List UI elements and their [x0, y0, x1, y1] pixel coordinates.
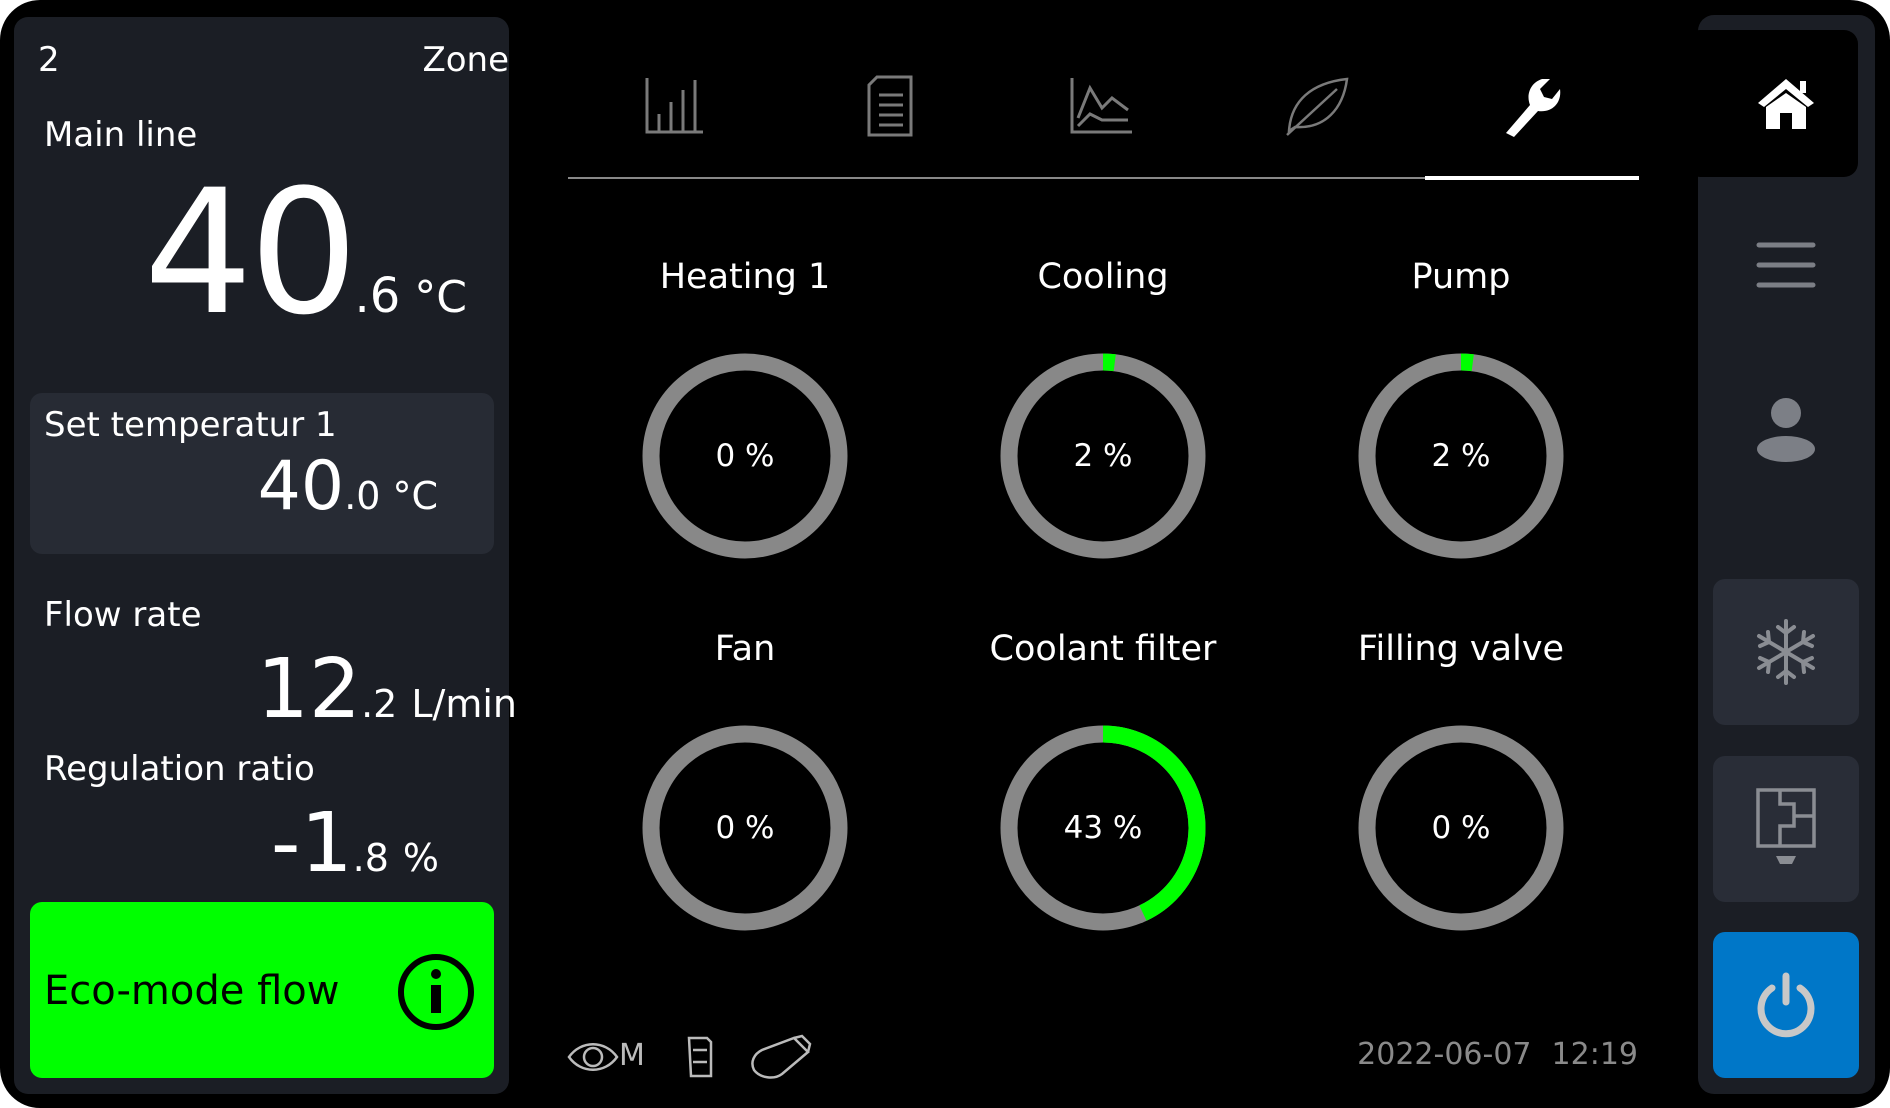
gauge[interactable]: 0 % — [640, 351, 850, 561]
gauge[interactable]: 2 % — [1356, 351, 1566, 561]
eco-mode-label: Eco-mode flow — [44, 968, 340, 1014]
side-rail — [1698, 15, 1875, 1094]
zone-number: 2 — [38, 40, 60, 80]
gauge-track — [642, 725, 848, 931]
main-line-int: 40 — [143, 152, 359, 353]
gauge-value: 0 % — [715, 810, 775, 846]
home-icon — [1758, 78, 1814, 129]
set-temperature-value: 40 .0 °C — [258, 453, 438, 521]
zone-panel: 2 Zone Main line 40 .6 °C Set temperatur… — [14, 17, 517, 1094]
regulation-ratio-dec: .8 — [352, 836, 389, 880]
user-icon — [1757, 398, 1815, 462]
eco-mode-banner[interactable]: Eco-mode flow — [30, 902, 494, 1078]
main-line-unit: °C — [414, 272, 467, 323]
gauge-fill — [1358, 353, 1564, 559]
tab-divider — [568, 177, 1639, 179]
snowflake-icon — [1757, 619, 1815, 685]
eye-icon — [567, 1043, 619, 1071]
main-line-dec: .6 — [354, 268, 401, 324]
document-list-icon — [867, 75, 913, 137]
gauge-track — [642, 353, 848, 559]
gauge-fill — [1000, 353, 1206, 559]
gauge-ring — [642, 353, 848, 559]
set-temperature-button[interactable]: Set temperatur 1 40 .0 °C — [30, 393, 494, 554]
tab-trend[interactable] — [1062, 66, 1142, 146]
gauge-ring — [1000, 353, 1206, 559]
flow-rate-value: 12 .2 L/min — [257, 649, 517, 731]
zone-label: Zone — [422, 40, 509, 80]
wrench-icon — [1506, 79, 1561, 137]
regulation-ratio-value: -1 .8 % — [271, 803, 439, 885]
gauge-label: Coolant filter — [989, 629, 1217, 669]
gauge[interactable]: 2 % — [998, 351, 1208, 561]
menu-button[interactable] — [1736, 225, 1836, 305]
tab-log[interactable] — [850, 66, 930, 146]
set-temperature-dec: .0 — [344, 474, 381, 518]
sd-card-icon — [687, 1036, 713, 1078]
usb-icon — [751, 1034, 812, 1079]
menu-icon — [1756, 242, 1816, 288]
power-button[interactable] — [1713, 932, 1859, 1078]
time: 12:19 — [1551, 1037, 1638, 1072]
regulation-ratio-int: -1 — [270, 796, 353, 891]
floor-plan-icon — [1756, 788, 1816, 864]
tab-eco[interactable] — [1276, 66, 1356, 146]
main-line-value: 40 .6 °C — [144, 167, 467, 339]
set-temperature-unit: °C — [392, 474, 438, 518]
gauge-ring — [1000, 725, 1206, 931]
tab-statistics[interactable] — [635, 66, 715, 146]
bar-chart-icon — [645, 78, 703, 134]
gauge-label: Fan — [714, 629, 776, 669]
flow-rate-dec: .2 — [361, 682, 398, 726]
date: 2022-06-07 — [1357, 1037, 1532, 1072]
main-line-label: Main line — [44, 115, 198, 155]
info-icon[interactable] — [396, 952, 476, 1032]
floor-plan-button[interactable] — [1713, 756, 1859, 902]
gauge-value: 2 % — [1431, 438, 1491, 474]
gauge-label: Pump — [1411, 257, 1511, 297]
user-button[interactable] — [1736, 390, 1836, 470]
flow-rate-unit: L/min — [411, 682, 517, 726]
gauge[interactable]: 0 % — [640, 723, 850, 933]
set-temperature-int: 40 — [257, 447, 345, 526]
home-button[interactable] — [1686, 30, 1858, 177]
gauge-value: 2 % — [1073, 438, 1133, 474]
gauge-ring — [642, 725, 848, 931]
gauge-track — [1358, 725, 1564, 931]
gauge[interactable]: 43 % — [998, 723, 1208, 933]
gauge-fill — [1000, 725, 1206, 931]
gauge-ring — [1358, 353, 1564, 559]
mode-indicator: M — [619, 1038, 645, 1073]
line-chart-icon — [1070, 78, 1132, 134]
tab-service[interactable] — [1491, 66, 1571, 146]
gauge-label: Heating 1 — [659, 257, 831, 297]
flow-rate-label: Flow rate — [44, 595, 202, 635]
gauge-label: Filling valve — [1357, 629, 1565, 669]
gauge-label: Cooling — [1037, 257, 1169, 297]
cooling-button[interactable] — [1713, 579, 1859, 725]
gauge-value: 43 % — [1063, 810, 1143, 846]
regulation-ratio-unit: % — [402, 836, 439, 880]
gauge[interactable]: 0 % — [1356, 723, 1566, 933]
regulation-ratio-label: Regulation ratio — [44, 749, 315, 789]
active-tab-indicator — [1425, 176, 1639, 180]
set-temperature-label: Set temperatur 1 — [44, 405, 337, 445]
gauge-ring — [1358, 725, 1564, 931]
flow-rate-int: 12 — [256, 642, 362, 737]
gauge-value: 0 % — [715, 438, 775, 474]
gauge-value: 0 % — [1431, 810, 1491, 846]
power-icon — [1757, 972, 1815, 1038]
leaf-icon — [1286, 77, 1349, 136]
datetime: 2022-06-07 12:19 — [1357, 1037, 1638, 1072]
